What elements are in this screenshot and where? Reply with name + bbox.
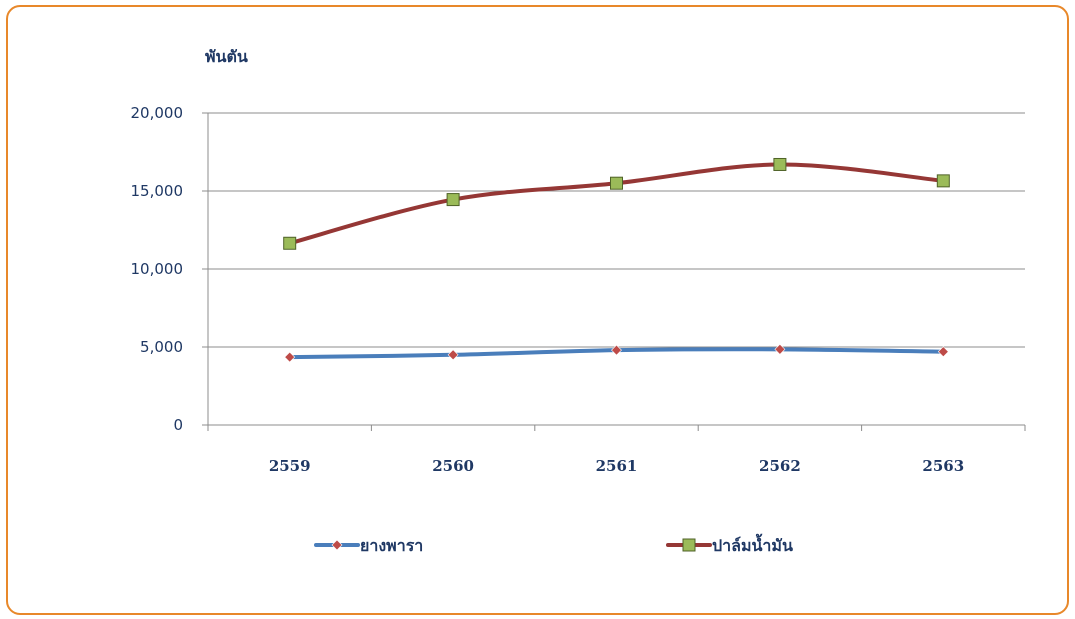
chart-frame [6, 5, 1069, 615]
legend-item-1: ยางพารา [314, 536, 423, 555]
data-point [774, 343, 786, 355]
legend: ยางพารา ปาล์มน้ำมัน [314, 533, 793, 555]
data-point [773, 157, 787, 171]
legend-item-2: ปาล์มน้ำมัน [666, 533, 793, 555]
data-point [446, 193, 460, 207]
x-tick-label: 2561 [596, 457, 638, 475]
axes [202, 112, 1026, 431]
data-point [610, 176, 623, 190]
y-tick-label: 10,000 [131, 260, 184, 278]
data-point [936, 174, 950, 188]
y-tick-label: 0 [173, 416, 183, 434]
data-point [937, 346, 949, 358]
y-tick-label: 20,000 [131, 104, 184, 122]
y-tick-labels: 0 5,000 10,000 15,000 20,000 [131, 104, 184, 434]
legend-marker [682, 538, 696, 552]
x-tick-label: 2559 [269, 457, 311, 475]
data-point [447, 349, 459, 361]
x-tick-labels: 2559 2560 2561 2562 2563 [269, 457, 964, 475]
data-point [611, 344, 622, 356]
data-point [284, 351, 296, 363]
x-tick-label: 2563 [922, 457, 964, 475]
series-line [287, 162, 946, 246]
series-lines [283, 157, 950, 363]
series-1 [284, 343, 949, 363]
legend-marker [331, 539, 343, 551]
x-tick-label: 2560 [432, 457, 474, 475]
y-tick-label: 15,000 [131, 182, 184, 200]
x-tick-label: 2562 [759, 457, 801, 475]
series-2 [283, 157, 950, 250]
unit-label: พันตัน [205, 47, 248, 66]
data-point [283, 236, 297, 250]
legend-label: ยางพารา [360, 536, 423, 555]
y-tick-label: 5,000 [140, 338, 183, 356]
legend-label: ปาล์มน้ำมัน [712, 533, 793, 555]
